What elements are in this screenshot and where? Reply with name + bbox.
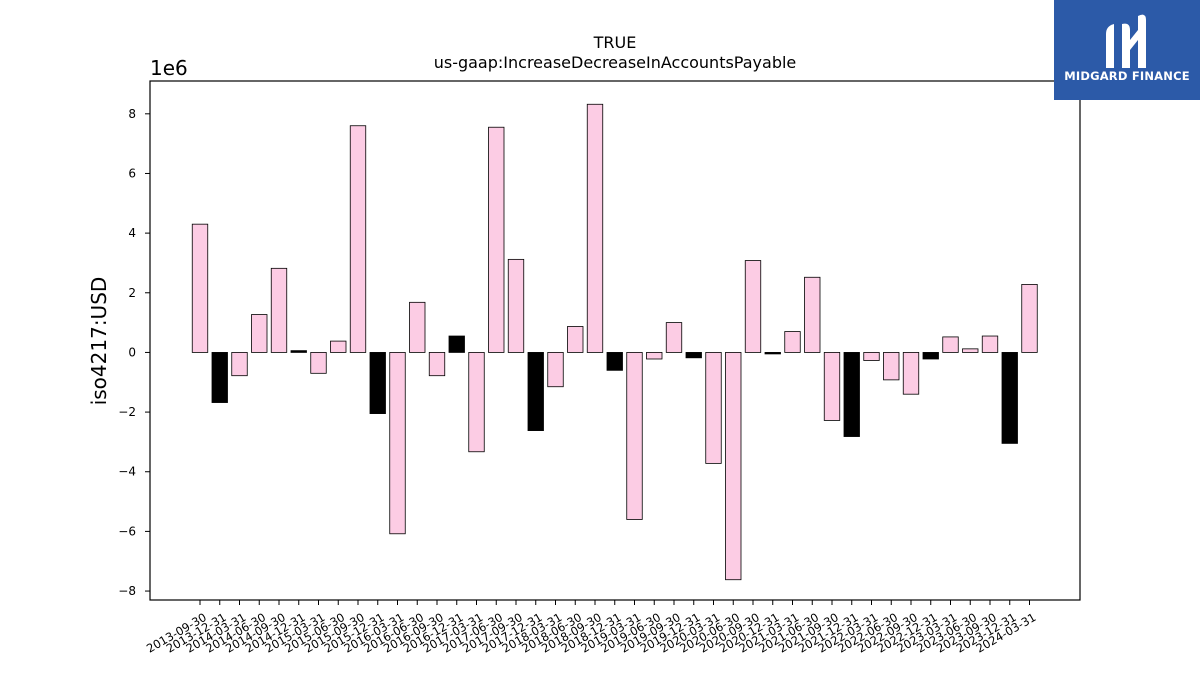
bar-2019-12-31 [685, 352, 702, 359]
y-tick-label: 2 [128, 286, 136, 300]
y-tick-label: 0 [128, 345, 136, 359]
bar-2016-12-31 [448, 335, 465, 353]
bar-2018-03-31 [547, 352, 564, 388]
bar-2020-12-31 [764, 352, 781, 355]
y-scale-label: 1e6 [150, 56, 188, 80]
bar-2022-12-31 [922, 352, 939, 360]
bar-2024-03-31 [1021, 284, 1038, 353]
bars-group [191, 103, 1038, 581]
bar-2016-06-30 [409, 301, 426, 353]
bar-2017-06-30 [488, 126, 505, 353]
y-tick-label: −8 [118, 584, 136, 598]
bar-2015-06-30 [330, 340, 347, 353]
bar-2019-03-31 [626, 352, 643, 520]
bar-2013-09-30 [191, 223, 209, 353]
bar-2021-03-31 [784, 331, 801, 353]
bar-2018-06-30 [567, 326, 584, 353]
brand-name: MIDGARD FINANCE [1064, 69, 1190, 83]
bar-2022-06-30 [883, 352, 900, 381]
bar-2017-12-31 [527, 352, 544, 431]
bar-2015-12-31 [369, 352, 386, 414]
bar-2019-09-30 [665, 322, 683, 353]
chart-subtitle: us-gaap:IncreaseDecreaseInAccountsPayabl… [434, 53, 797, 72]
bar-2021-06-30 [804, 276, 821, 353]
bar-2017-09-30 [507, 258, 525, 353]
bar-2021-12-31 [843, 352, 860, 437]
bar-2022-09-30 [902, 352, 920, 395]
bar-2022-03-31 [863, 352, 880, 361]
y-tick-label: −4 [118, 465, 136, 479]
bar-2018-12-31 [606, 352, 623, 371]
bar-2023-06-30 [962, 348, 979, 353]
bar-2017-03-31 [468, 352, 485, 453]
bar-2023-12-31 [1001, 352, 1018, 444]
bar-2016-03-31 [389, 352, 406, 535]
y-axis-label: iso4217:USD [87, 277, 111, 406]
bar-2023-09-30 [981, 335, 999, 353]
x-axis-ticks: 2013-09-302013-12-312014-03-312014-06-30… [144, 600, 1038, 656]
chart-title: TRUE [593, 33, 637, 52]
y-axis-ticks: −8 −6 −4 −2 0 2 4 6 8 [118, 107, 150, 598]
bar-2018-09-30 [586, 103, 604, 353]
bar-2023-03-31 [942, 336, 959, 353]
bar-2015-09-30 [349, 125, 367, 353]
y-tick-label: 6 [128, 166, 136, 180]
bar-2020-06-30 [725, 352, 742, 581]
bar-2019-06-30 [646, 352, 663, 360]
bar-2020-09-30 [744, 260, 762, 353]
bar-2013-12-31 [211, 352, 228, 403]
y-tick-label: −2 [118, 405, 136, 419]
bar-2015-03-31 [310, 352, 327, 374]
bar-2014-03-31 [231, 352, 248, 377]
y-tick-label: 8 [128, 107, 136, 121]
brand-logo: MIDGARD FINANCE [1054, 0, 1200, 100]
plot-frame [149, 80, 1081, 601]
bar-2014-12-31 [290, 350, 307, 353]
brand-mark-icon [1106, 14, 1146, 69]
bar-2021-09-30 [823, 352, 841, 421]
y-tick-label: 4 [128, 226, 136, 240]
y-tick-label: −6 [118, 524, 136, 538]
bar-2016-09-30 [428, 352, 446, 377]
bar-2020-03-31 [705, 352, 722, 464]
bar-2014-09-30 [270, 267, 288, 353]
bar-2014-06-30 [251, 314, 268, 353]
